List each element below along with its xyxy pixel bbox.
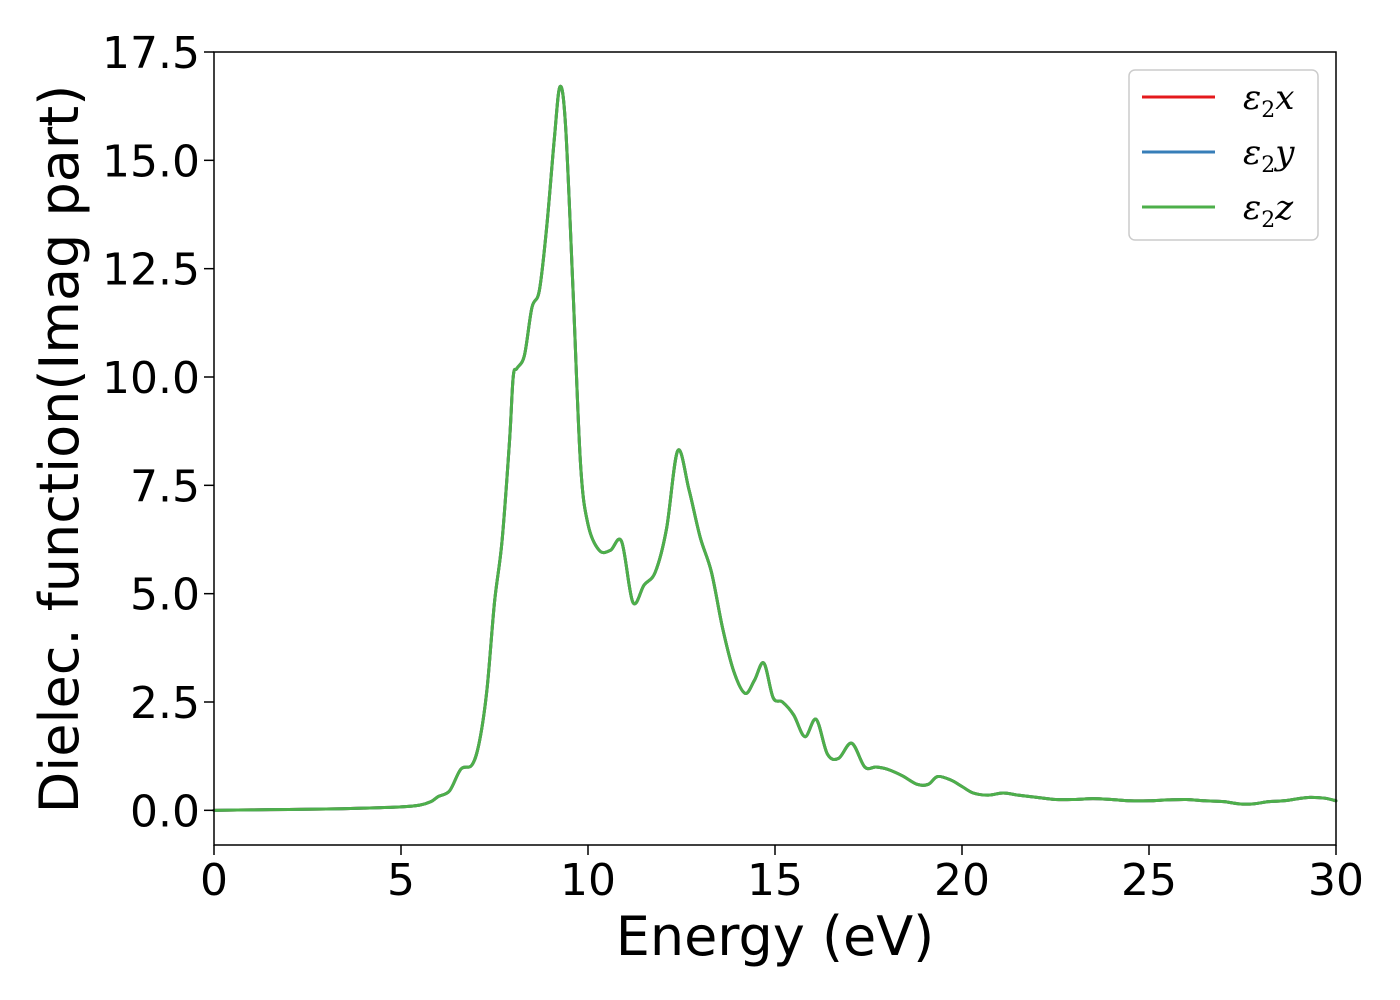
series-line-z xyxy=(212,84,1338,812)
y-tick-label: 2.5 xyxy=(130,678,200,729)
x-tick-label: 5 xyxy=(387,855,415,906)
y-tick-label: 15.0 xyxy=(102,136,200,187)
y-tick-label: 10.0 xyxy=(102,353,200,404)
legend-box xyxy=(1128,69,1319,241)
x-tick-label: 0 xyxy=(200,855,228,906)
series-layer xyxy=(212,84,1338,812)
y-axis: 0.0 2.5 5.0 7.5 10.0 12.5 15.0 17.5 xyxy=(102,28,214,837)
y-tick-label: 12.5 xyxy=(102,245,200,296)
legend-label-z: ε2z xyxy=(1243,188,1294,233)
legend-label-y: ε2y xyxy=(1243,133,1295,178)
x-tick-label: 25 xyxy=(1121,855,1177,906)
y-axis-label: Dielec. function(Imag part) xyxy=(28,85,91,814)
legend-label-x: ε2x xyxy=(1243,78,1294,123)
x-axis: 0 5 10 15 20 25 30 xyxy=(200,845,1364,906)
y-tick-label: 7.5 xyxy=(130,461,200,512)
x-tick-label: 15 xyxy=(747,855,803,906)
legend: ε2x ε2y ε2z xyxy=(1128,69,1319,241)
x-axis-label: Energy (eV) xyxy=(616,905,935,968)
y-tick-label: 17.5 xyxy=(102,28,200,79)
y-tick-label: 0.0 xyxy=(130,786,200,837)
y-tick-label: 5.0 xyxy=(130,570,200,621)
x-tick-label: 30 xyxy=(1308,855,1364,906)
x-tick-label: 10 xyxy=(560,855,616,906)
x-tick-label: 20 xyxy=(934,855,990,906)
